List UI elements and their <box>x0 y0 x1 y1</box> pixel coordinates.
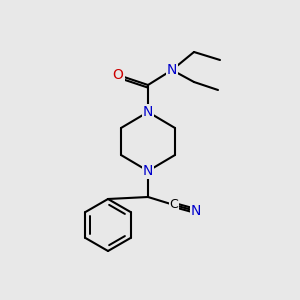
Text: O: O <box>112 68 123 82</box>
Text: N: N <box>191 204 201 218</box>
Text: C: C <box>169 199 178 212</box>
Text: N: N <box>143 105 153 119</box>
Text: N: N <box>167 63 177 77</box>
Text: N: N <box>143 164 153 178</box>
